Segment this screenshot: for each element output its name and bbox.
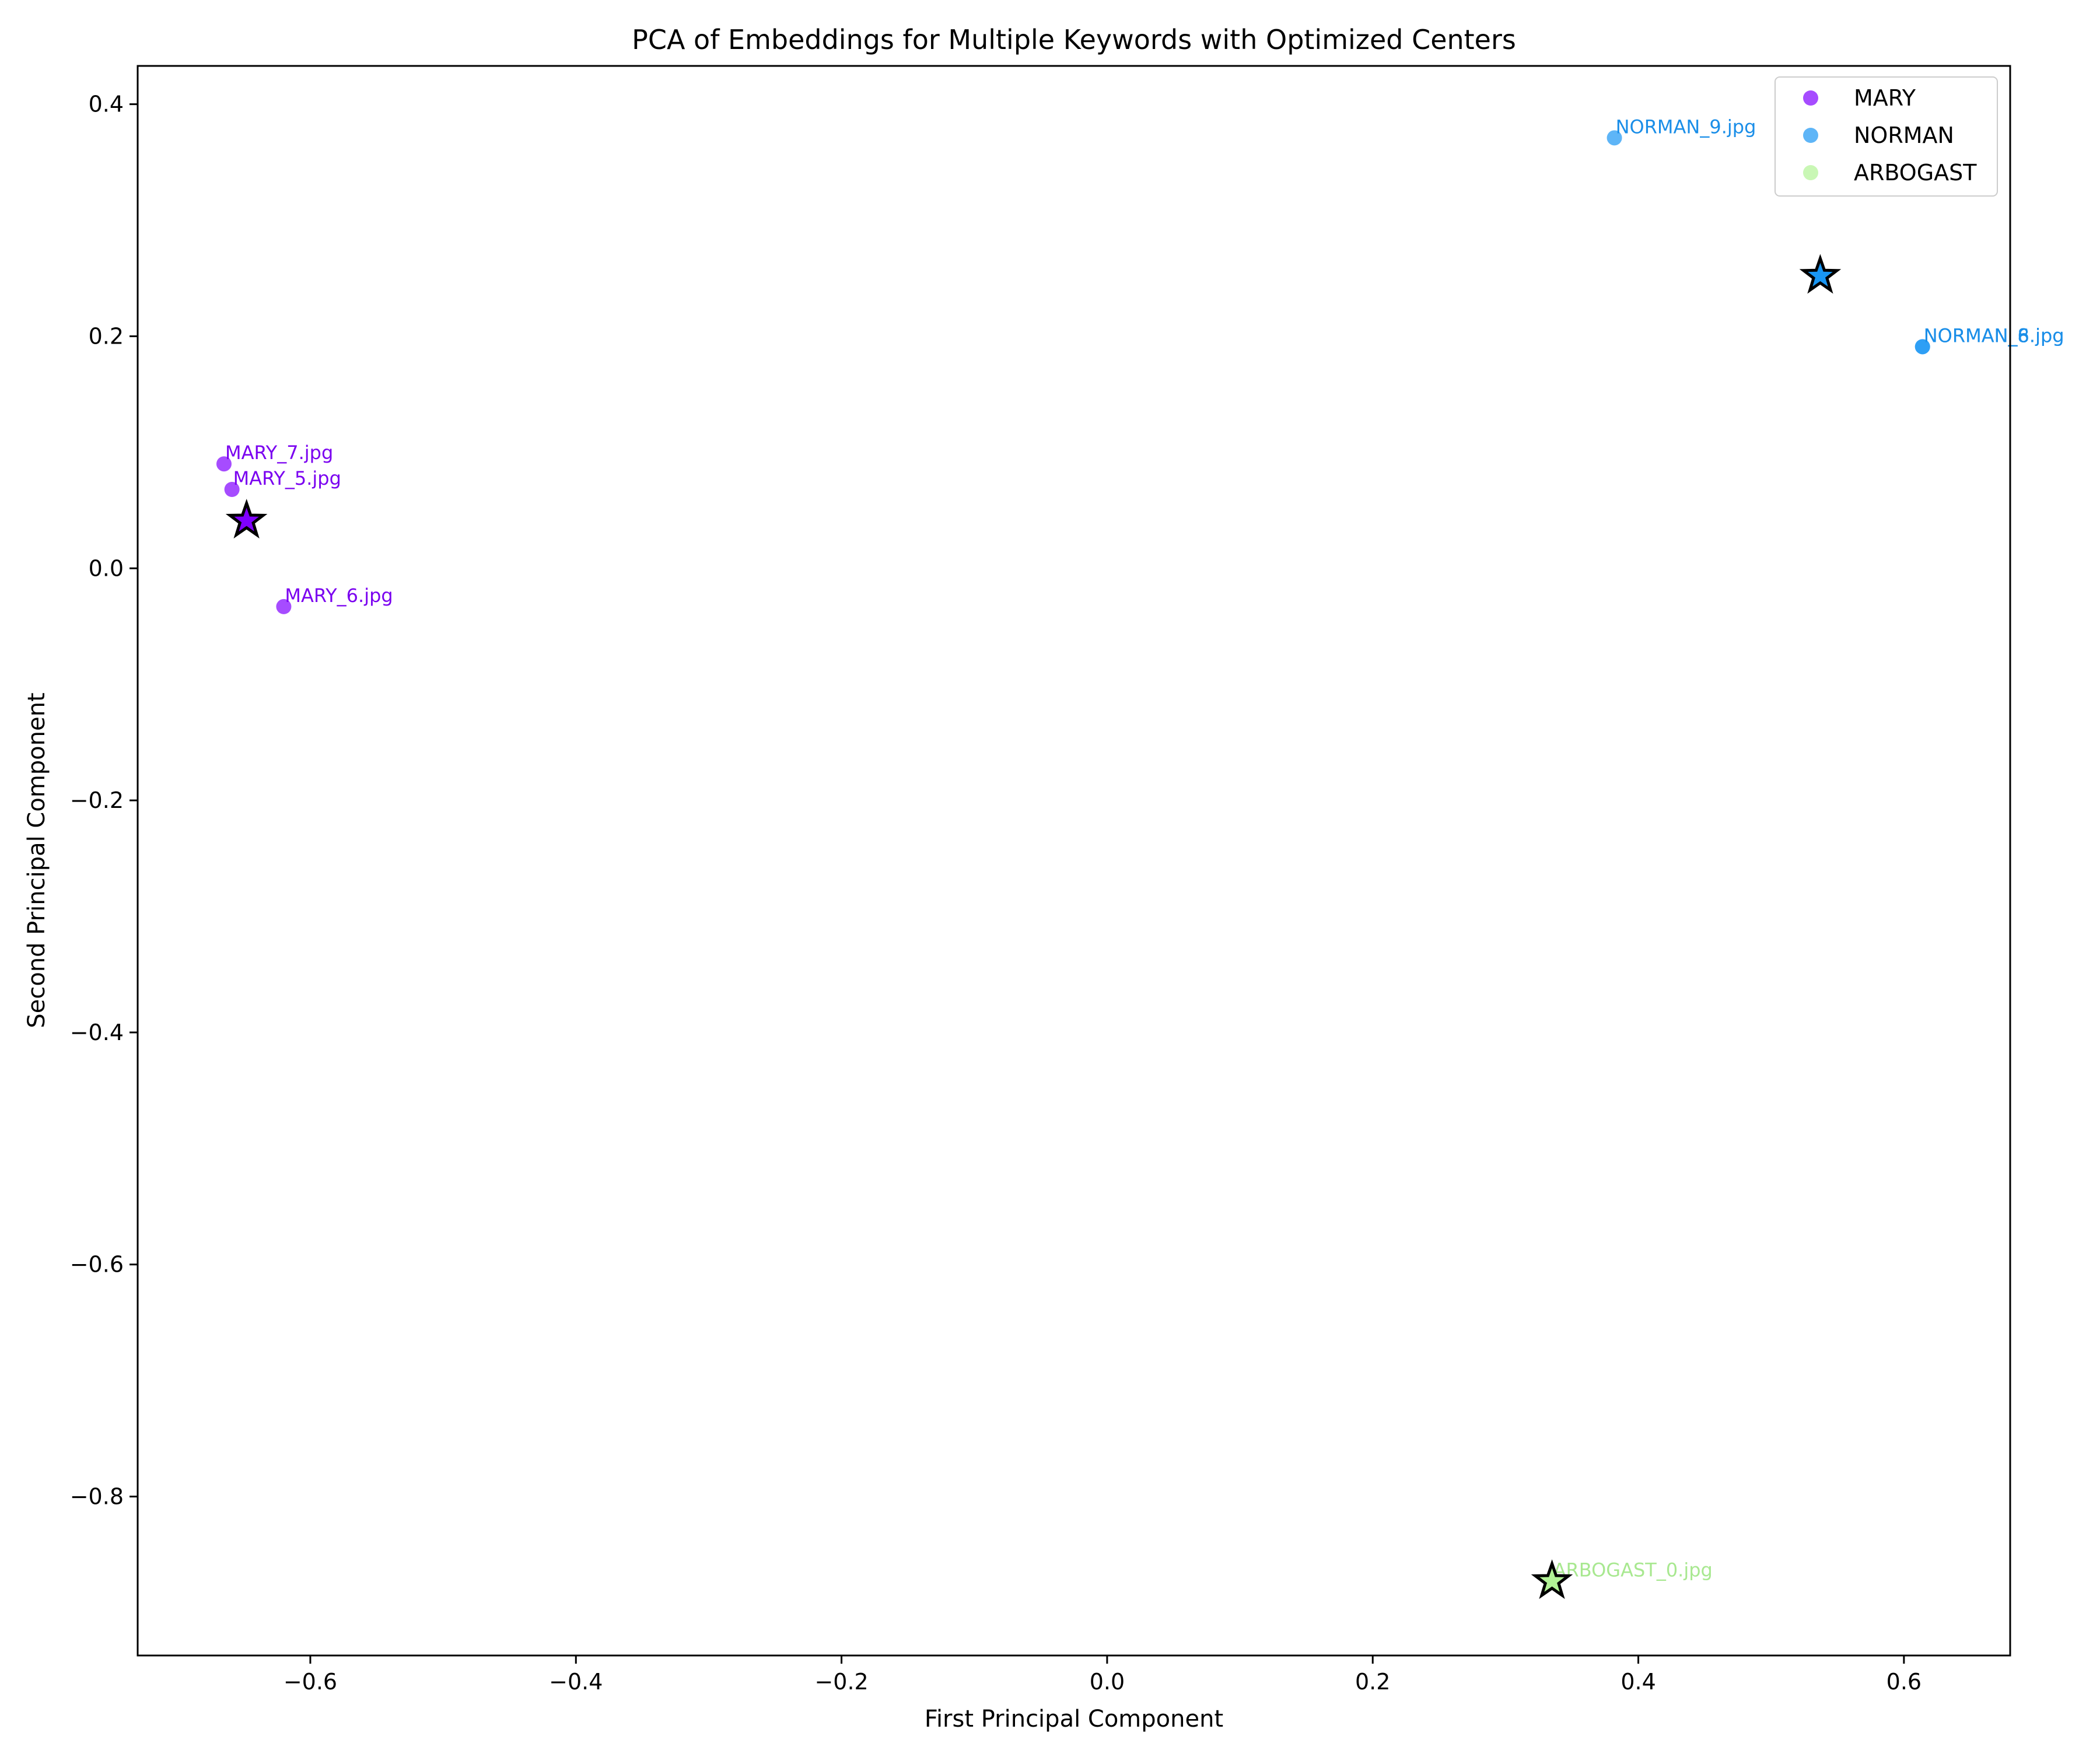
cluster-center-star bbox=[1799, 254, 1842, 294]
plot-marks: MARY_7.jpg MARY_5.jpg MARY_6.jpg NORMAN_9.j… bbox=[216, 116, 2064, 1600]
y-tick-label: −0.4 bbox=[70, 1020, 124, 1045]
point-label: MARY_6.jpg bbox=[285, 584, 393, 607]
point-label: MARY_7.jpg bbox=[225, 442, 333, 464]
x-axis-label: First Principal Component bbox=[925, 1706, 1223, 1732]
chart-title: PCA of Embeddings for Multiple Keywords … bbox=[632, 24, 1516, 55]
y-tick-label: −0.6 bbox=[70, 1252, 124, 1278]
legend-label-arbogast: ARBOGAST bbox=[1854, 160, 1977, 186]
x-tick-label: −0.6 bbox=[284, 1669, 337, 1695]
legend-marker-norman bbox=[1803, 128, 1818, 143]
legend-marker-arbogast bbox=[1803, 165, 1818, 180]
y-tick-label: −0.8 bbox=[70, 1484, 124, 1510]
legend: MARY NORMAN ARBOGAST bbox=[1774, 76, 1998, 197]
y-tick-label: 0.0 bbox=[89, 555, 124, 581]
x-tick-label: 0.0 bbox=[1090, 1669, 1125, 1695]
cluster-center-star bbox=[225, 499, 268, 539]
data-point bbox=[276, 598, 292, 614]
plot-frame bbox=[136, 65, 2011, 1657]
x-tick-label: −0.4 bbox=[549, 1669, 603, 1695]
x-tick-label: 0.6 bbox=[1887, 1669, 1922, 1695]
y-axis-label: Second Principal Component bbox=[23, 692, 50, 1028]
axes: −0.6 −0.4 −0.2 0.0 0.2 0.4 0.6 −0.8 −0.6 −0.4 −0.2… bbox=[70, 92, 1922, 1695]
point-label: NORMAN_9.jpg bbox=[1616, 116, 1756, 138]
x-tick-label: 0.4 bbox=[1620, 1669, 1656, 1695]
data-point bbox=[224, 482, 240, 498]
legend-label-norman: NORMAN bbox=[1854, 123, 1954, 148]
series-arbogast: ARBOGAST_0.jpg bbox=[1531, 1559, 1713, 1600]
y-tick-label: −0.2 bbox=[70, 788, 124, 813]
series-mary: MARY_7.jpg MARY_5.jpg MARY_6.jpg bbox=[216, 442, 393, 614]
data-point bbox=[216, 456, 232, 472]
y-tick-label: 0.4 bbox=[89, 92, 124, 117]
cluster-center-star bbox=[1531, 1559, 1573, 1600]
legend-label-mary: MARY bbox=[1854, 85, 1916, 111]
point-label: NORMAN_6.jpg bbox=[1924, 324, 2064, 346]
legend-box bbox=[1774, 76, 1998, 197]
data-point bbox=[1606, 130, 1622, 146]
data-point bbox=[1915, 339, 1930, 355]
point-label: MARY_5.jpg bbox=[233, 467, 341, 489]
x-tick-label: 0.2 bbox=[1355, 1669, 1390, 1695]
point-label: NORMAN_8.jpg bbox=[1924, 324, 2064, 346]
point-label: ARBOGAST_0.jpg bbox=[1553, 1559, 1713, 1581]
y-tick-label: 0.2 bbox=[89, 323, 124, 349]
x-tick-label: −0.2 bbox=[814, 1669, 868, 1695]
legend-marker-mary bbox=[1803, 90, 1818, 106]
